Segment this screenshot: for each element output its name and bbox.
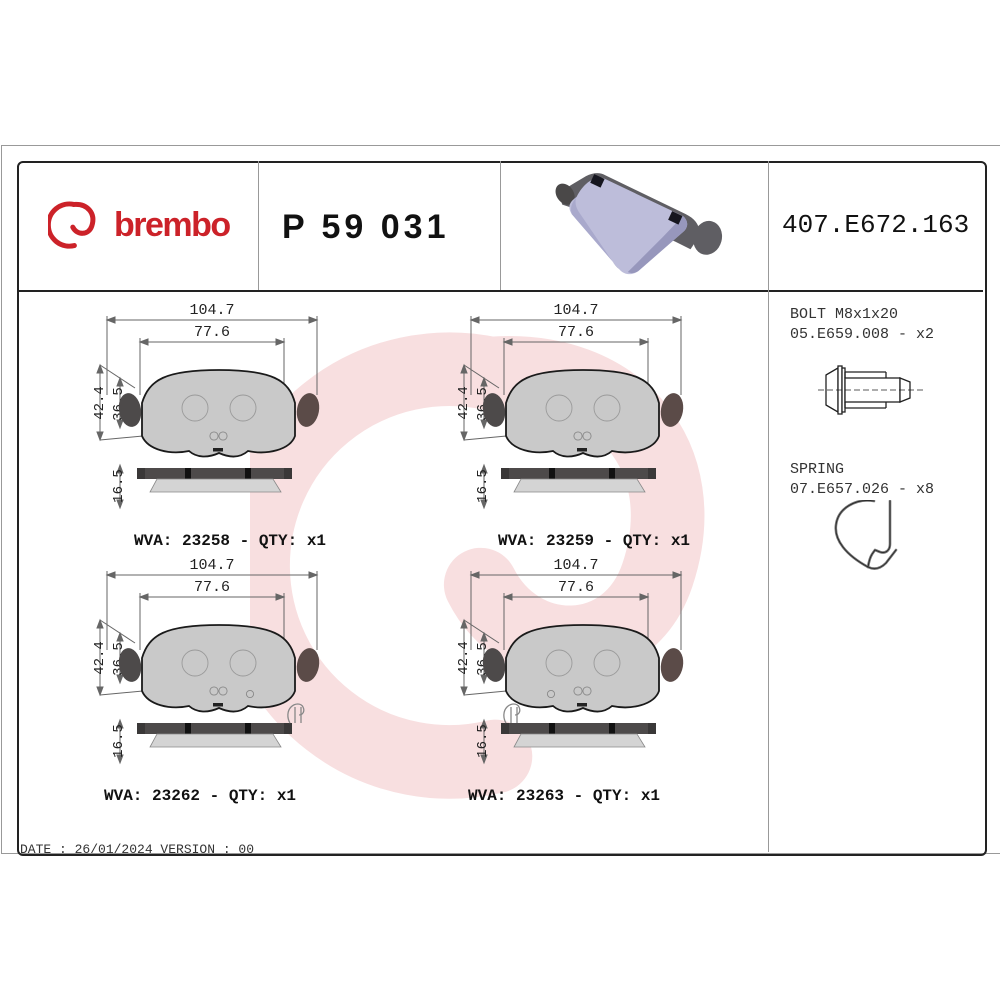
svg-text:16.5: 16.5 xyxy=(111,469,127,503)
svg-text:104.7: 104.7 xyxy=(189,557,234,574)
svg-text:WVA: 23262 - QTY: x1: WVA: 23262 - QTY: x1 xyxy=(104,787,296,805)
svg-text:WVA: 23263 - QTY: x1: WVA: 23263 - QTY: x1 xyxy=(468,787,660,805)
svg-text:77.6: 77.6 xyxy=(558,579,594,596)
svg-text:42.4: 42.4 xyxy=(92,386,108,420)
svg-text:16.5: 16.5 xyxy=(111,724,127,758)
svg-text:77.6: 77.6 xyxy=(558,324,594,341)
svg-text:42.4: 42.4 xyxy=(92,641,108,675)
svg-text:42.4: 42.4 xyxy=(456,386,472,420)
svg-text:104.7: 104.7 xyxy=(189,302,234,319)
svg-text:77.6: 77.6 xyxy=(194,324,230,341)
svg-text:104.7: 104.7 xyxy=(553,557,598,574)
svg-text:WVA: 23259 - QTY: x1: WVA: 23259 - QTY: x1 xyxy=(498,532,690,550)
svg-text:16.5: 16.5 xyxy=(475,469,491,503)
svg-text:42.4: 42.4 xyxy=(456,641,472,675)
svg-text:104.7: 104.7 xyxy=(553,302,598,319)
svg-text:WVA: 23258 - QTY: x1: WVA: 23258 - QTY: x1 xyxy=(134,532,326,550)
svg-text:77.6: 77.6 xyxy=(194,579,230,596)
svg-text:16.5: 16.5 xyxy=(475,724,491,758)
